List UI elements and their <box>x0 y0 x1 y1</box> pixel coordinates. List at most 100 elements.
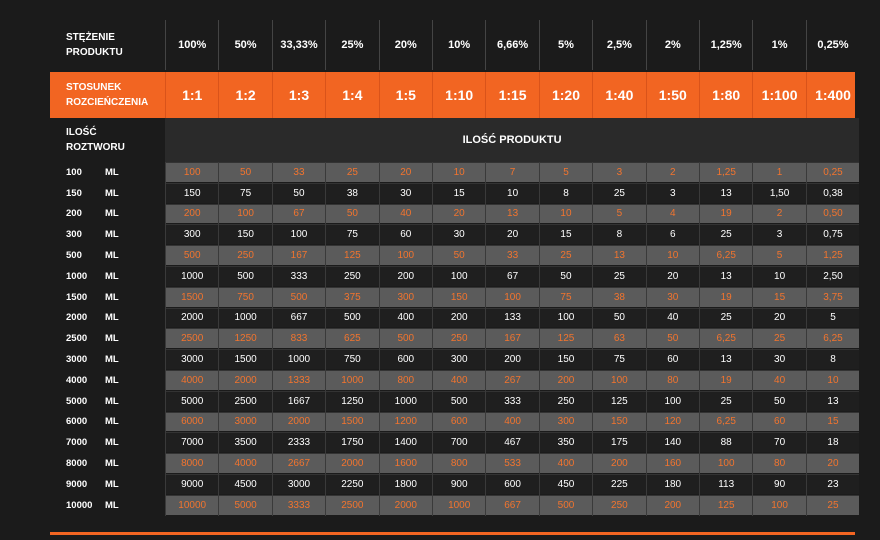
cell: 1333 <box>271 370 325 391</box>
cell: 500 <box>325 307 378 329</box>
cell: 8000 <box>165 453 218 474</box>
cell: 88 <box>699 432 752 454</box>
volume: 2500 <box>66 333 88 345</box>
volume: 4000 <box>66 374 88 386</box>
cell: 2500 <box>218 390 271 412</box>
row-band <box>165 286 860 307</box>
ratio: 1:4 <box>325 72 378 118</box>
volume: 100 <box>66 166 82 178</box>
row-band <box>165 182 860 203</box>
cell: 625 <box>325 328 378 350</box>
cell: 20 <box>805 453 859 474</box>
volume: 9000 <box>66 478 88 490</box>
unit: ML <box>105 437 119 449</box>
cell: 13 <box>699 182 752 204</box>
unit: ML <box>105 166 119 178</box>
cell: 6000 <box>165 411 218 433</box>
cell: 800 <box>378 370 432 391</box>
cell: 125 <box>699 494 752 516</box>
unit: ML <box>105 187 119 199</box>
cell: 1,25 <box>805 245 859 266</box>
concentration: 1,25% <box>699 20 752 70</box>
volume: 8000 <box>66 458 88 470</box>
cell: 1500 <box>218 349 271 370</box>
cell: 10 <box>645 245 699 266</box>
cell: 0,75 <box>805 224 859 246</box>
unit: ML <box>105 291 119 303</box>
cell: 40 <box>378 203 432 225</box>
cell: 90 <box>752 474 805 495</box>
cell: 2000 <box>271 411 325 433</box>
cell: 50 <box>432 245 485 266</box>
cell: 75 <box>218 182 271 204</box>
cell: 20 <box>645 266 699 287</box>
cell: 900 <box>432 474 485 495</box>
cell: 50 <box>645 328 699 350</box>
cell: 33 <box>271 162 325 183</box>
concentration: 25% <box>325 20 378 70</box>
cell: 1,25 <box>699 162 752 183</box>
cell: 125 <box>538 328 592 350</box>
cell: 150 <box>432 286 485 308</box>
cell: 200 <box>592 453 645 474</box>
cell: 15 <box>752 286 805 308</box>
ratio: 1:15 <box>485 72 538 118</box>
cell: 500 <box>165 245 218 266</box>
cell: 8 <box>805 349 859 370</box>
ratio: 1:20 <box>538 72 592 118</box>
cell: 2000 <box>218 370 271 391</box>
volume: 7000 <box>66 437 88 449</box>
cell: 10000 <box>165 494 218 516</box>
volume: 500 <box>66 250 82 262</box>
volume: 2000 <box>66 312 88 324</box>
cell: 67 <box>485 266 538 287</box>
cell: 19 <box>699 286 752 308</box>
cell: 100 <box>432 266 485 287</box>
concentration: 10% <box>432 20 485 70</box>
cell: 8 <box>538 182 592 204</box>
cell: 8 <box>592 224 645 246</box>
cell: 150 <box>218 224 271 246</box>
cell: 1200 <box>378 411 432 433</box>
ratio: 1:400 <box>805 72 859 118</box>
ratio: 1:50 <box>645 72 699 118</box>
volume: 1000 <box>66 270 88 282</box>
cell: 1000 <box>165 266 218 287</box>
cell: 25 <box>325 162 378 183</box>
cell: 50 <box>271 182 325 204</box>
cell: 0,50 <box>805 203 859 225</box>
cell: 5000 <box>218 494 271 516</box>
volume: 1500 <box>66 291 88 303</box>
cell: 1000 <box>271 349 325 370</box>
cell: 333 <box>485 390 538 412</box>
cell: 19 <box>699 370 752 391</box>
cell: 25 <box>699 390 752 412</box>
cell: 250 <box>325 266 378 287</box>
cell: 33 <box>485 245 538 266</box>
concentration: 2,5% <box>592 20 645 70</box>
cell: 2333 <box>271 432 325 454</box>
cell: 113 <box>699 474 752 495</box>
cell: 600 <box>432 411 485 433</box>
cell: 667 <box>485 494 538 516</box>
cell: 30 <box>432 224 485 246</box>
cell: 15 <box>538 224 592 246</box>
cell: 3000 <box>271 474 325 495</box>
concentration: 100% <box>165 20 218 70</box>
cell: 7 <box>485 162 538 183</box>
cell: 100 <box>752 494 805 516</box>
unit: ML <box>105 270 119 282</box>
cell: 15 <box>432 182 485 204</box>
cell: 3000 <box>165 349 218 370</box>
cell: 4500 <box>218 474 271 495</box>
cell: 13 <box>592 245 645 266</box>
cell: 125 <box>325 245 378 266</box>
cell: 50 <box>538 266 592 287</box>
cell: 100 <box>699 453 752 474</box>
cell: 25 <box>752 328 805 350</box>
ratio: 1:10 <box>432 72 485 118</box>
solution-label: ILOŚĆ ROZTWORU <box>66 127 125 153</box>
cell: 3000 <box>218 411 271 433</box>
cell: 25 <box>592 266 645 287</box>
